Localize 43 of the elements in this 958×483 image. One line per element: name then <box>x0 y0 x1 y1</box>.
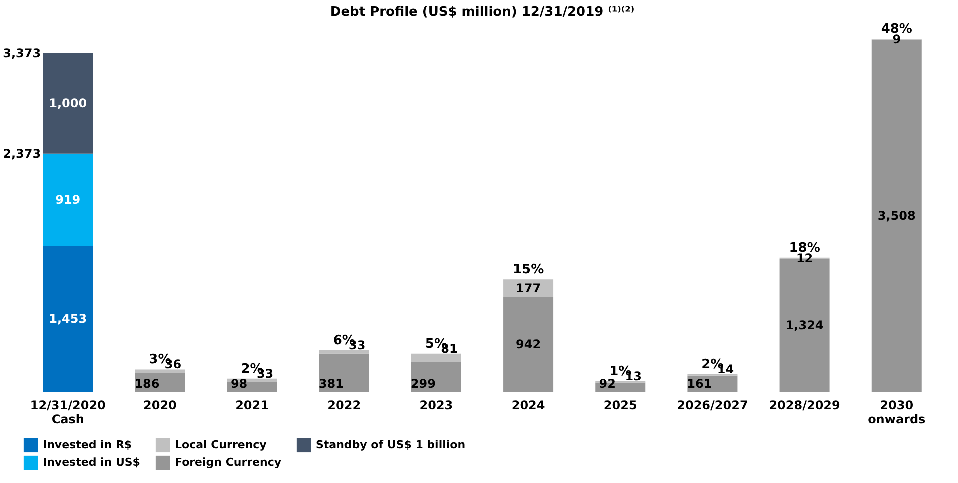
legend-label: Standby of US$ 1 billion <box>316 438 466 452</box>
bar <box>319 354 370 392</box>
x-tick-label: 2023 <box>420 398 454 412</box>
data-label: 12 <box>796 252 814 266</box>
x-tick-label: 2030 onwards <box>868 398 926 426</box>
data-label: 299 <box>410 377 436 391</box>
chart-title: Debt Profile (US$ million) 12/31/2019 ⁽¹⁾⁽²⁾ <box>330 5 635 20</box>
x-tick-label: 2026/2027 <box>677 398 748 412</box>
data-label: 177 <box>516 282 542 296</box>
data-label: 186 <box>134 377 160 391</box>
data-label: 9 <box>892 32 902 46</box>
data-label: 3,508 <box>878 208 916 223</box>
bar <box>411 362 462 392</box>
x-tick-label: 2028/2029 <box>769 398 840 412</box>
data-label: 1,324 <box>786 318 824 333</box>
bar <box>411 354 462 362</box>
legend-label: Foreign Currency <box>175 456 282 469</box>
legend-label: Invested in US$ <box>43 456 140 469</box>
x-tick-label: 2024 <box>512 398 546 412</box>
x-tick-label: 2025 <box>604 398 638 412</box>
data-label: 92 <box>599 377 616 391</box>
data-label: 1,453 <box>49 312 88 326</box>
legend-label: Local Currency <box>175 438 267 452</box>
bar <box>43 154 94 246</box>
bar <box>43 54 94 154</box>
data-label: 381 <box>318 377 344 391</box>
x-tick-label: 12/31/2020 Cash <box>30 398 106 426</box>
annotation: 3,373 <box>3 46 42 60</box>
data-label: 1,000 <box>49 96 88 111</box>
annotation: 15% <box>512 262 544 278</box>
data-label: 98 <box>230 377 248 391</box>
bar <box>43 246 94 392</box>
x-tick-label: 2020 <box>144 398 177 412</box>
data-label: 161 <box>687 377 712 391</box>
data-label: 919 <box>56 193 81 208</box>
data-label: 942 <box>516 338 542 352</box>
x-tick-label: 2022 <box>328 398 362 412</box>
x-tick-label: 2021 <box>236 398 269 412</box>
bar <box>135 370 186 374</box>
bar <box>504 297 554 392</box>
bar <box>319 350 370 354</box>
legend-label: Invested in R$ <box>43 438 132 452</box>
annotation: 2,373 <box>3 146 42 161</box>
